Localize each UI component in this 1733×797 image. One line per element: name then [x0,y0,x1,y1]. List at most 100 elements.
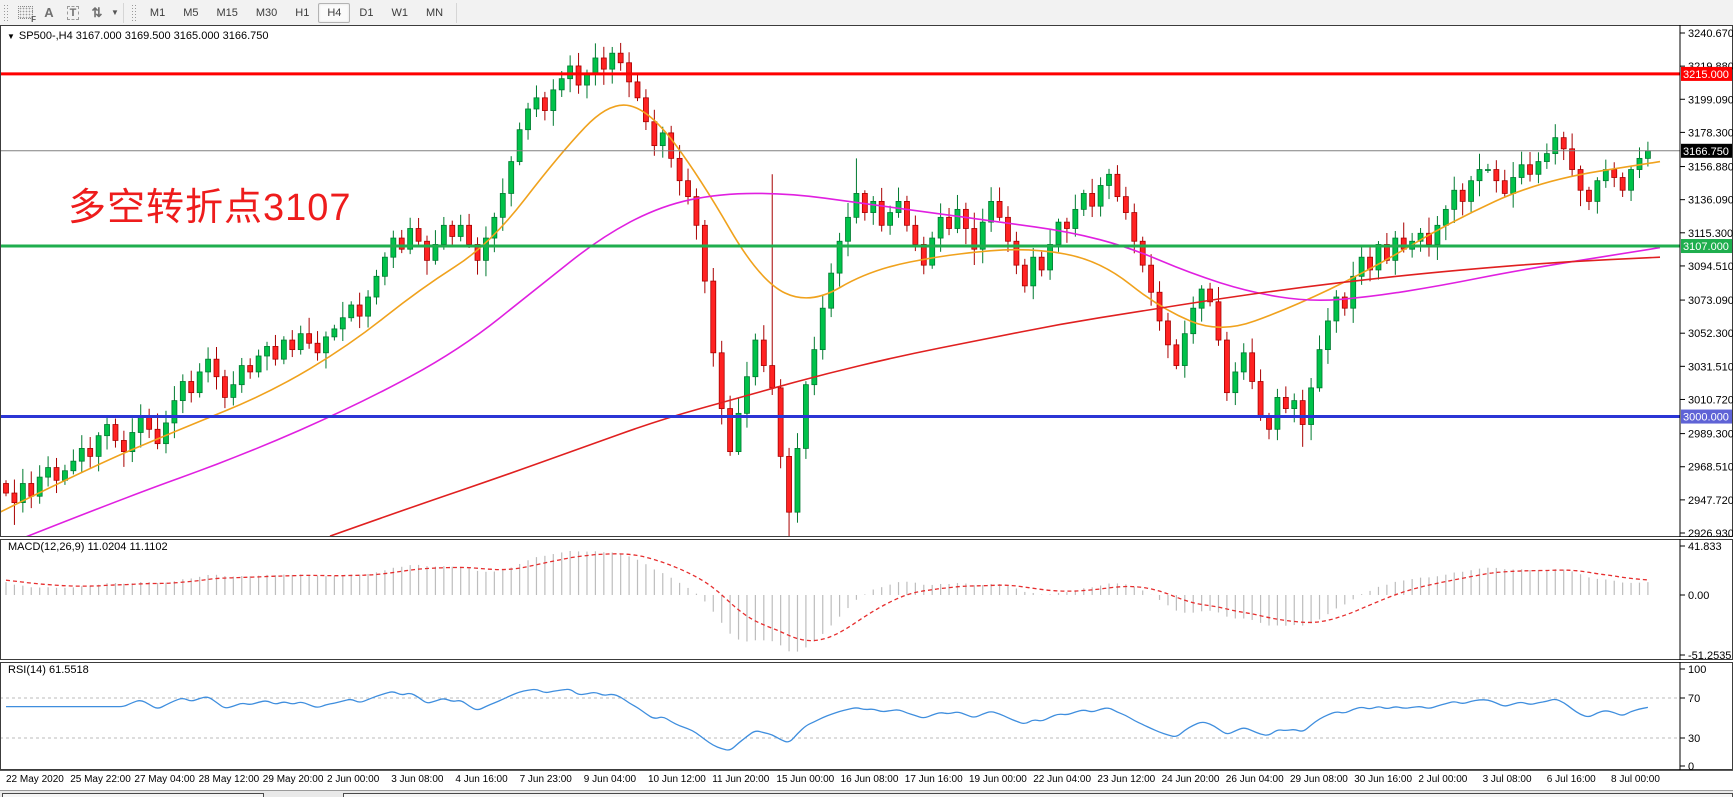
axis-label: 2947.720 [1688,495,1733,507]
candle [1072,208,1079,229]
candle [1535,161,1542,175]
axis-label: 3240.670 [1688,28,1733,40]
candle [634,81,641,99]
axis-label: 3199.090 [1688,94,1733,106]
candle [1543,153,1550,162]
candle [1383,244,1390,261]
time-axis-label: 26 Jun 04:00 [1225,774,1284,785]
candle [1417,232,1424,242]
candle [70,460,77,472]
candle [1013,240,1020,266]
timeframe-h4-button[interactable]: H4 [318,2,351,23]
candle [188,381,195,394]
candle [449,224,456,237]
candle [457,224,464,237]
timeframe-d1-button[interactable]: D1 [359,6,374,19]
candle [769,365,776,389]
chart-text-annotation: 多空转折点3107 [68,187,352,229]
time-axis-label: 16 Jun 08:00 [840,774,899,785]
candle [1021,264,1028,287]
candle [339,317,346,330]
candle [1055,221,1062,245]
candle [617,52,624,64]
timeframe-h1-button[interactable]: H1 [295,6,310,19]
candle [1645,150,1651,159]
time-axis-label: 17 Jun 16:00 [904,774,963,785]
candle [331,328,338,338]
candle [1552,137,1559,154]
toolbar-drag-handle[interactable] [3,3,10,22]
candle [533,97,540,110]
time-axis-label: 11 Jun 20:00 [712,774,770,785]
candle [1375,244,1382,271]
candle [323,336,329,354]
candle [937,216,944,239]
candle [1198,288,1205,309]
timeframe-m30-button[interactable]: M30 [255,6,278,19]
candle [1518,164,1525,178]
price-badge: 3000.000 [1681,409,1732,424]
timeframe-drag-handle[interactable] [130,3,138,22]
chart-symbol-period: SP500-,H4 [18,30,73,42]
candle [255,355,262,373]
main-chart-pane[interactable]: 3240.6703219.8803199.0903178.3003156.880… [0,25,1733,537]
text-tool-button[interactable]: A [38,3,60,23]
candle [584,73,590,86]
candle [895,201,902,213]
candle [727,408,734,453]
timeframe-m1-button[interactable]: M1 [149,6,166,19]
candle [609,52,616,70]
time-axis-label: 7 Jun 23:00 [519,774,572,785]
candle [1358,256,1365,277]
candle [1577,169,1584,191]
time-axis-label: 8 Jul 00:00 [1611,774,1660,785]
candle [962,208,969,229]
time-axis[interactable]: 22 May 2020 25 May 22:00 27 May 04:00 28 Ma… [0,770,1733,791]
indicators-grid-icon[interactable]: F [14,3,36,24]
timeframe-m15-button[interactable]: M15 [216,6,238,19]
bottom-tab-fragment[interactable] [343,793,1733,797]
axis-label: 3031.510 [1688,361,1733,373]
candle [11,492,18,504]
candle [786,455,792,513]
candle [1047,244,1053,271]
candle [87,448,94,457]
candle [1325,320,1331,351]
axis-label: 3073.090 [1688,295,1733,307]
macd-pane[interactable]: 41.833 0.00 -51.2535 [0,539,1733,660]
candle [3,483,9,494]
candle [996,201,1003,218]
timeframe-w1-button[interactable]: W1 [391,6,408,19]
candle [1005,216,1011,242]
arrows-tool-button[interactable]: ⇅ [86,3,108,23]
candle [491,216,498,239]
candle [541,97,548,111]
bottom-tab-fragment[interactable] [2,793,264,797]
candle [1114,173,1121,198]
candle [1249,352,1256,382]
candle [440,224,447,245]
timeframe-mn-button[interactable]: MN [425,6,444,19]
candle [381,256,388,277]
arrows-dropdown-caret-icon[interactable]: ▼ [111,8,119,17]
rsi-pane[interactable]: 100 70 30 0 [0,662,1733,770]
price-chart-canvas: 3240.6703219.8803199.0903178.3003156.880… [0,25,1733,537]
top-toolbar: F A T ⇅ ▼ M1 M5 M15 M30 H1 H4 D1 W1 MN [0,0,1733,26]
timeframe-m5-button[interactable]: M5 [183,6,199,19]
rsi-indicator-label: RSI(14) 61.5518 [8,664,89,676]
candle [1485,169,1491,171]
chart-ohlc-readout: 3167.000 3169.500 3165.000 3166.750 [75,30,269,42]
axis-label: 0 [1688,761,1694,770]
candle [752,339,759,378]
label-tool-button[interactable]: T [62,3,84,23]
candle [1224,339,1230,394]
grid-icon-badge: F [31,14,36,24]
candle [575,65,582,86]
candle [1131,212,1138,242]
time-axis-label: 2 Jun 00:00 [327,774,380,785]
time-axis-label: 3 Jun 08:00 [391,774,444,785]
candle [1493,169,1500,182]
candle [348,304,355,319]
time-axis-label: 9 Jun 04:00 [583,774,637,785]
chart-expand-icon[interactable]: ▼ [7,32,15,41]
